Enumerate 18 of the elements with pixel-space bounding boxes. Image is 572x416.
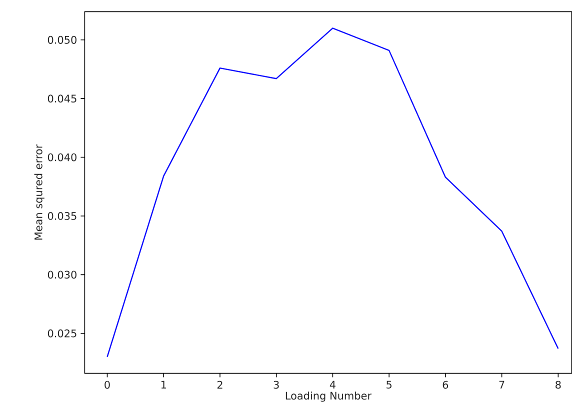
y-tick-label: 0.035 bbox=[48, 212, 76, 220]
y-tick-label: 0.050 bbox=[48, 36, 76, 44]
x-tick-label: 5 bbox=[386, 380, 392, 389]
x-axis-title: Loading Number bbox=[286, 392, 372, 402]
x-tick-label: 0 bbox=[104, 380, 110, 389]
x-tick-label: 7 bbox=[499, 380, 504, 388]
x-tick-label: 6 bbox=[442, 380, 448, 389]
y-tick-label: 0.025 bbox=[48, 329, 76, 338]
x-tick-label: 3 bbox=[274, 380, 279, 389]
y-tick-label: 0.040 bbox=[48, 153, 76, 162]
x-tick-label: 8 bbox=[556, 380, 561, 389]
x-tick-label: 4 bbox=[330, 380, 336, 388]
line-series bbox=[106, 28, 559, 358]
y-tick-label: 0.045 bbox=[48, 94, 76, 103]
y-tick-label: 0.030 bbox=[48, 270, 76, 279]
y-axis-title: Mean squred error bbox=[34, 144, 44, 240]
x-tick-label: 2 bbox=[217, 380, 222, 389]
x-tick-label: 1 bbox=[161, 380, 166, 388]
